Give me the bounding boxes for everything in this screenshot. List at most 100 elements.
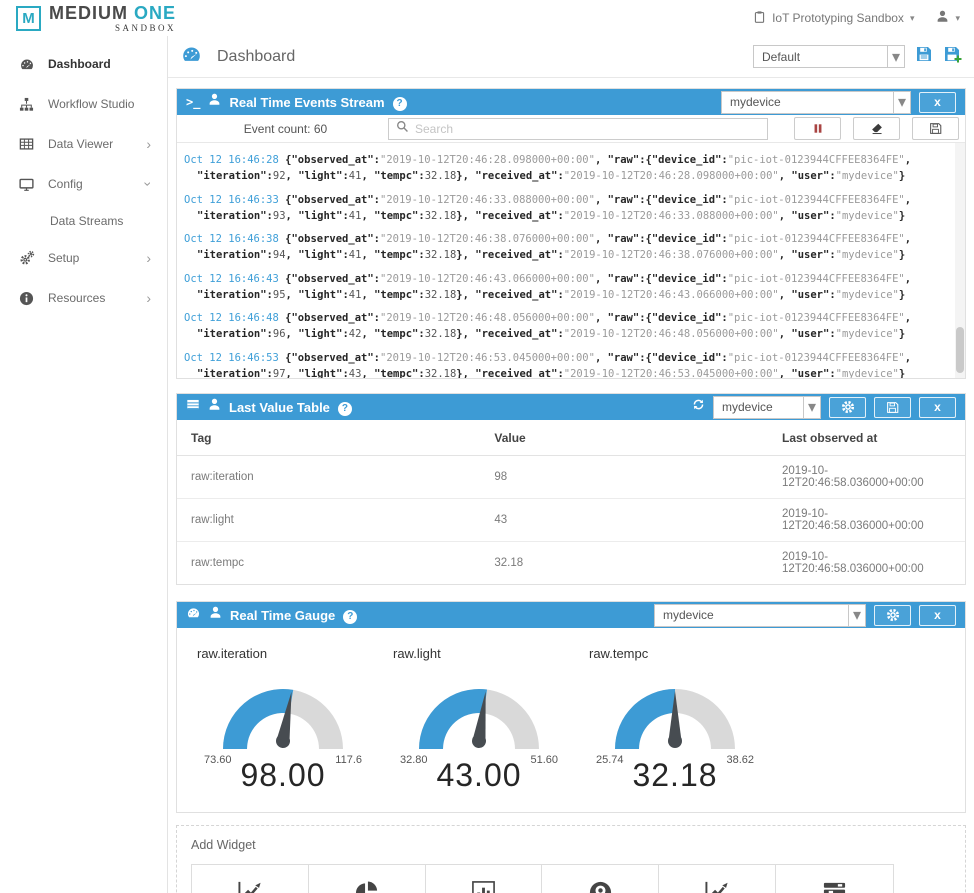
clear-button[interactable] [853, 117, 900, 140]
terminal-icon: >_ [186, 95, 201, 109]
widget-grouped-users-geopoint-chart[interactable]: Grouped UsersGeoPoint Chart [542, 865, 660, 893]
settings-button[interactable] [829, 396, 866, 418]
device-select[interactable]: mydevice ▾ [654, 603, 866, 627]
sidebar-item-dashboard[interactable]: Dashboard [0, 44, 167, 84]
tag-cell: raw:iteration [177, 455, 481, 499]
panel-title: Real Time Events Stream [229, 94, 385, 110]
logo-name: MEDIUM ONE [49, 2, 177, 23]
table-header-row: Tag Value Last observed at [177, 420, 965, 456]
chevron-down-icon: ▾ [893, 91, 910, 113]
gauge-label: raw.iteration [197, 646, 268, 661]
chevron-right-icon: › [146, 250, 151, 266]
widget-grouped-users-line-chart[interactable]: Grouped UsersLine Chart [192, 865, 309, 893]
page-title: Dashboard [217, 47, 296, 65]
value-cell: 43 [480, 498, 768, 542]
sidebar-item-label: Setup [48, 251, 80, 265]
gauge-label: raw.light [393, 646, 441, 661]
gauge-min-max: 73.60 117.6 [204, 754, 362, 766]
events-list: Oct 12 16:46:28 {"observed_at":"2019-10-… [177, 143, 965, 378]
settings-button[interactable] [874, 604, 911, 626]
user-menu[interactable]: ▾ [936, 10, 960, 26]
add-widget-section: Add Widget Grouped UsersLine ChartGroupe… [176, 825, 966, 893]
gauge-raw-light: raw.light 32.80 51.60 43.00 [381, 644, 577, 794]
save-button[interactable] [874, 396, 911, 418]
save-layout-as-button[interactable] [943, 45, 962, 68]
last-value-panel: Last Value Table ? mydevice ▾ x Tag [176, 393, 966, 585]
gauge-raw-tempc: raw.tempc 25.74 38.62 32.18 [577, 644, 773, 794]
sidebar-item-data-viewer[interactable]: Data Viewer › [0, 124, 167, 164]
event-count: Event count: 60 [243, 121, 328, 136]
export-button[interactable] [912, 117, 959, 140]
save-layout-button[interactable] [915, 45, 933, 68]
gauge-min-max: 25.74 38.62 [596, 754, 754, 766]
event-row: Oct 12 16:46:38 {"observed_at":"2019-10-… [184, 233, 912, 262]
gauge-panel: Real Time Gauge ? mydevice ▾ x raw.itera… [176, 601, 966, 813]
sidebar-item-resources[interactable]: Resources › [0, 278, 167, 318]
tag-cell: raw:tempc [191, 557, 245, 569]
user-icon [208, 93, 221, 111]
widget-single-user-line-chart[interactable]: Single UserLine Chart [659, 865, 777, 893]
help-icon[interactable]: ? [392, 93, 407, 111]
sidebar-item-config[interactable]: Config › [0, 164, 167, 204]
gauge-icon [186, 606, 201, 625]
chevron-down-icon: ▾ [955, 12, 960, 23]
logo-mark: M [16, 5, 41, 31]
gauge-icon [18, 57, 35, 72]
dashboard-icon [180, 44, 203, 70]
app-logo: M MEDIUM ONE SANDBOX [16, 4, 176, 33]
gauge-max: 51.60 [530, 754, 558, 766]
value-cell: 32.18 [494, 557, 524, 569]
last-value-table: Tag Value Last observed at raw:iteration 98… [177, 420, 965, 584]
sidebar-item-label: Data Viewer [48, 137, 114, 151]
page-header: Dashboard Default ▾ [168, 36, 974, 78]
sidebar-item-label: Resources [48, 291, 106, 305]
sidebar-item-label: Data Streams [50, 214, 124, 228]
table-icon [18, 137, 35, 151]
close-panel-button[interactable]: x [919, 604, 956, 626]
layout-select[interactable]: Default ▾ [753, 45, 905, 68]
widget-grouped-users-pie-chart[interactable]: Grouped UsersPie Chart [309, 865, 426, 893]
sidebar-item-data-streams[interactable]: Data Streams [0, 204, 167, 238]
events-toolbar: Event count: 60 [177, 115, 965, 143]
gauge-max: 38.62 [726, 754, 754, 766]
help-icon[interactable]: ? [343, 606, 358, 624]
sidebar: Dashboard Workflow Studio Data Viewer › Conf… [0, 36, 168, 893]
user-icon [936, 10, 949, 26]
add-widget-title: Add Widget [191, 838, 256, 852]
column-header-value: Value [480, 420, 768, 456]
gauge-min: 25.74 [596, 754, 624, 766]
table-row: raw:iteration 98 2019-10-12T20:46:58.03600… [177, 455, 965, 499]
gauge-value: 32.18 [632, 757, 718, 793]
table-row: raw:light 43 2019-10-12T20:46:58.036000+00… [177, 498, 965, 542]
search-input[interactable] [415, 121, 760, 136]
table-icon [186, 398, 200, 416]
gauges-row: raw.iteration 73.60 117.6 98.00 raw.light 32.… [177, 628, 965, 812]
sidebar-item-setup[interactable]: Setup › [0, 238, 167, 278]
observed-cell: 2019-10-12T20:46:58.036000+00:00 [767, 455, 965, 499]
gauge-arc [185, 669, 381, 753]
workspace-dropdown[interactable]: IoT Prototyping Sandbox ▾ [753, 10, 914, 27]
search-box [388, 117, 768, 140]
top-header: M MEDIUM ONE SANDBOX IoT Prototyping San… [0, 0, 974, 36]
device-select[interactable]: mydevice ▾ [713, 395, 821, 419]
chevron-down-icon: ▾ [887, 46, 904, 67]
scrollbar-thumb[interactable] [956, 327, 964, 373]
widget-grid: Grouped UsersLine ChartGrouped UsersPie … [191, 864, 894, 893]
chevron-down-icon: ▾ [803, 396, 820, 418]
column-header-last-observed-at: Last observed at [767, 420, 965, 456]
refresh-icon[interactable] [692, 398, 705, 416]
event-row: Oct 12 16:46:28 {"observed_at":"2019-10-… [184, 154, 912, 183]
user-icon [208, 398, 221, 416]
table-row: raw:tempc 32.18 2019-10-12T20:46:58.036000… [177, 542, 965, 585]
close-panel-button[interactable]: x [919, 91, 956, 113]
help-icon[interactable]: ? [337, 398, 352, 416]
sidebar-item-workflow-studio[interactable]: Workflow Studio [0, 84, 167, 124]
widget-grouped-users-bar-chart[interactable]: Grouped UsersBar Chart [426, 865, 543, 893]
scrollbar-track[interactable] [955, 143, 965, 378]
pause-button[interactable] [794, 117, 841, 140]
gauge-label: raw.tempc [589, 646, 649, 661]
device-select[interactable]: mydevice ▾ [721, 90, 911, 114]
last-value-header: Last Value Table ? mydevice ▾ x [177, 394, 965, 420]
widget-single-user-cross-filter-chart[interactable]: Single UserCross Filter Chart [776, 865, 893, 893]
close-panel-button[interactable]: x [919, 396, 956, 418]
